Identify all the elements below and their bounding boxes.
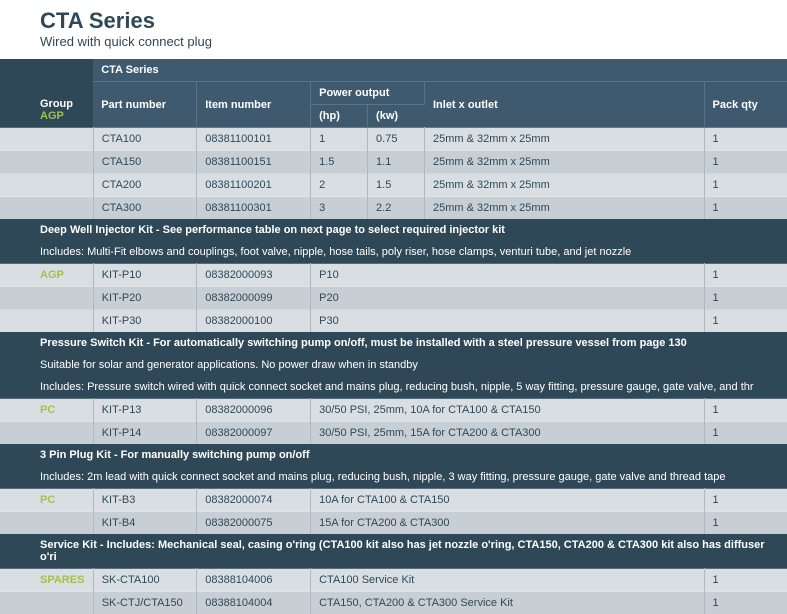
cell-item: 08382000075 — [197, 512, 311, 535]
section-plug-title: 3 Pin Plug Kit - For manually switching … — [0, 444, 787, 466]
cell-desc: CTA150, CTA200 & CTA300 Service Kit — [311, 592, 704, 614]
cell-desc: CTA100 Service Kit — [311, 569, 704, 592]
header-part: Part number — [93, 82, 197, 128]
section-deepwell-title: Deep Well Injector Kit - See performance… — [0, 219, 787, 241]
cell-part: KIT-B4 — [93, 512, 197, 535]
cell-part: KIT-P14 — [93, 422, 197, 445]
table-row: KIT-P14 08382000097 30/50 PSI, 25mm, 15A… — [0, 422, 787, 445]
table-row: CTA100 08381100101 1 0.75 25mm & 32mm x … — [0, 128, 787, 151]
section-pressure-sub2: Includes: Pressure switch wired with qui… — [0, 376, 787, 399]
cell-item: 08381100101 — [197, 128, 311, 151]
cell-kw: 1.1 — [368, 151, 425, 174]
cell-pack: 1 — [704, 197, 787, 220]
cell-inlet: 25mm & 32mm x 25mm — [424, 128, 704, 151]
cell-part: SK-CTA100 — [93, 569, 197, 592]
cell-pack: 1 — [704, 264, 787, 287]
cell-pack: 1 — [704, 151, 787, 174]
table-row: KIT-B4 08382000075 15A for CTA200 & CTA3… — [0, 512, 787, 535]
cell-part: CTA100 — [93, 128, 197, 151]
table-row: KIT-P30 08382000100 P30 1 — [0, 310, 787, 333]
cell-pack: 1 — [704, 128, 787, 151]
table-row: SPARES SK-CTA100 08388104006 CTA100 Serv… — [0, 569, 787, 592]
cell-hp: 1 — [311, 128, 368, 151]
table-row: CTA150 08381100151 1.5 1.1 25mm & 32mm x… — [0, 151, 787, 174]
cell-part: KIT-B3 — [93, 489, 197, 512]
cell-item: 08381100301 — [197, 197, 311, 220]
cell-pack: 1 — [704, 399, 787, 422]
cell-kw: 2.2 — [368, 197, 425, 220]
cell-hp: 2 — [311, 174, 368, 197]
cell-item: 08382000100 — [197, 310, 311, 333]
group-label: SPARES — [0, 569, 93, 592]
cell-item: 08382000074 — [197, 489, 311, 512]
cell-item: 08381100151 — [197, 151, 311, 174]
cell-pack: 1 — [704, 592, 787, 614]
cell-inlet: 25mm & 32mm x 25mm — [424, 151, 704, 174]
cell-inlet: 25mm & 32mm x 25mm — [424, 197, 704, 220]
header-series: CTA Series — [93, 59, 787, 82]
cell-part: KIT-P10 — [93, 264, 197, 287]
cell-item: 08382000099 — [197, 287, 311, 310]
cell-item: 08382000093 — [197, 264, 311, 287]
page-subtitle: Wired with quick connect plug — [0, 34, 787, 59]
header-pack: Pack qty — [704, 82, 787, 128]
cell-desc: 15A for CTA200 & CTA300 — [311, 512, 704, 535]
header-hp: (hp) — [311, 105, 368, 128]
page-title: CTA Series — [0, 0, 787, 34]
header-power: Power output — [311, 82, 425, 105]
section-plug-includes: Includes: 2m lead with quick connect soc… — [0, 466, 787, 489]
cell-item: 08382000096 — [197, 399, 311, 422]
cell-item: 08388104006 — [197, 569, 311, 592]
table-row: PC KIT-B3 08382000074 10A for CTA100 & C… — [0, 489, 787, 512]
cell-part: KIT-P13 — [93, 399, 197, 422]
header-group-code: AGP — [40, 110, 85, 122]
cell-desc: P20 — [311, 287, 704, 310]
table-row: PC KIT-P13 08382000096 30/50 PSI, 25mm, … — [0, 399, 787, 422]
cell-pack: 1 — [704, 489, 787, 512]
cell-pack: 1 — [704, 287, 787, 310]
cell-part: CTA150 — [93, 151, 197, 174]
cell-desc: P30 — [311, 310, 704, 333]
cell-part: KIT-P20 — [93, 287, 197, 310]
cell-hp: 1.5 — [311, 151, 368, 174]
product-table: CTA Series Group AGP Part number Item nu… — [0, 59, 787, 614]
header-kw: (kw) — [368, 105, 425, 128]
table-row: CTA200 08381100201 2 1.5 25mm & 32mm x 2… — [0, 174, 787, 197]
cell-item: 08381100201 — [197, 174, 311, 197]
header-inlet: Inlet x outlet — [424, 82, 704, 128]
cell-pack: 1 — [704, 310, 787, 333]
section-pressure-title: Pressure Switch Kit - For automatically … — [0, 332, 787, 354]
section-service-title: Service Kit - Includes: Mechanical seal,… — [0, 534, 787, 569]
cell-part: CTA300 — [93, 197, 197, 220]
header-group: Group — [40, 98, 85, 110]
cell-kw: 1.5 — [368, 174, 425, 197]
cell-desc: 10A for CTA100 & CTA150 — [311, 489, 704, 512]
group-label: PC — [0, 489, 93, 512]
cell-item: 08382000097 — [197, 422, 311, 445]
group-label: PC — [0, 399, 93, 422]
cell-item: 08388104004 — [197, 592, 311, 614]
table-row: KIT-P20 08382000099 P20 1 — [0, 287, 787, 310]
cell-part: SK-CTJ/CTA150 — [93, 592, 197, 614]
cell-part: KIT-P30 — [93, 310, 197, 333]
header-blank — [0, 59, 93, 82]
table-row: SK-CTJ/CTA150 08388104004 CTA150, CTA200… — [0, 592, 787, 614]
header-item: Item number — [197, 82, 311, 128]
cell-inlet: 25mm & 32mm x 25mm — [424, 174, 704, 197]
cell-kw: 0.75 — [368, 128, 425, 151]
cell-pack: 1 — [704, 174, 787, 197]
cell-pack: 1 — [704, 512, 787, 535]
cell-part: CTA200 — [93, 174, 197, 197]
section-pressure-sub1: Suitable for solar and generator applica… — [0, 354, 787, 376]
table-row: CTA300 08381100301 3 2.2 25mm & 32mm x 2… — [0, 197, 787, 220]
cell-desc: P10 — [311, 264, 704, 287]
section-deepwell-includes: Includes: Multi-Fit elbows and couplings… — [0, 241, 787, 264]
group-label: AGP — [0, 264, 93, 287]
cell-pack: 1 — [704, 569, 787, 592]
cell-hp: 3 — [311, 197, 368, 220]
cell-desc: 30/50 PSI, 25mm, 10A for CTA100 & CTA150 — [311, 399, 704, 422]
cell-pack: 1 — [704, 422, 787, 445]
table-row: AGP KIT-P10 08382000093 P10 1 — [0, 264, 787, 287]
cell-desc: 30/50 PSI, 25mm, 15A for CTA200 & CTA300 — [311, 422, 704, 445]
